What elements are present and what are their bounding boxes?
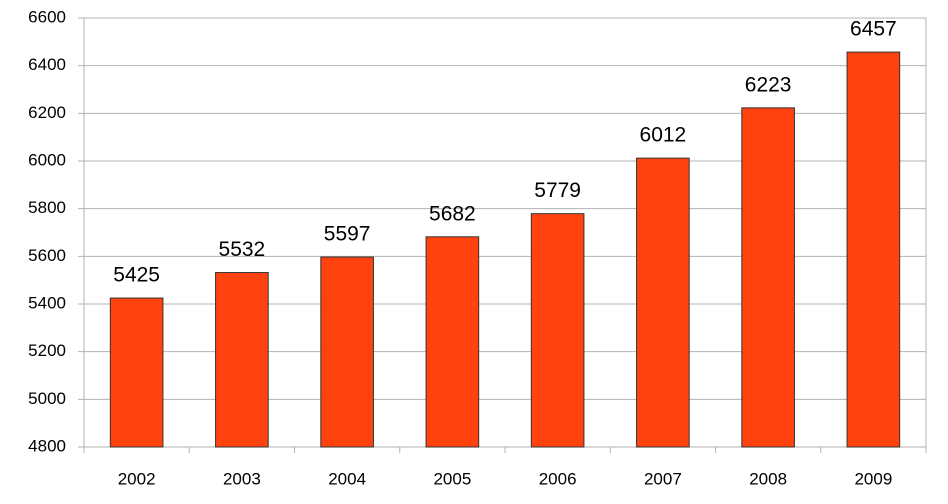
value-label: 6012 bbox=[640, 124, 687, 147]
y-tick-label: 6400 bbox=[28, 55, 66, 74]
bar bbox=[530, 213, 585, 448]
y-tick-label: 5400 bbox=[28, 293, 66, 312]
y-tick-label: 5200 bbox=[28, 341, 66, 360]
bar bbox=[846, 51, 901, 448]
value-label: 6223 bbox=[745, 73, 792, 96]
y-tick-label: 4800 bbox=[28, 436, 66, 455]
x-tick-label: 2002 bbox=[118, 469, 156, 488]
bar bbox=[109, 297, 164, 448]
value-label: 5779 bbox=[534, 179, 581, 202]
value-label: 5597 bbox=[324, 223, 371, 246]
bar bbox=[215, 272, 269, 448]
value-label: 5682 bbox=[429, 202, 476, 225]
y-tick-label: 5600 bbox=[28, 246, 66, 265]
y-tick-label: 6200 bbox=[28, 103, 66, 122]
y-tick-label: 6600 bbox=[28, 7, 66, 26]
x-tick-label: 2003 bbox=[223, 469, 261, 488]
value-label: 5532 bbox=[219, 238, 266, 261]
value-label: 6457 bbox=[850, 18, 897, 41]
y-tick-label: 6000 bbox=[28, 150, 66, 169]
y-tick-label: 5800 bbox=[28, 198, 66, 217]
bar bbox=[636, 157, 690, 448]
bar bbox=[425, 236, 480, 448]
x-tick-label: 2007 bbox=[644, 469, 682, 488]
x-tick-label: 2006 bbox=[539, 469, 577, 488]
x-tick-label: 2008 bbox=[749, 469, 787, 488]
plot-area bbox=[83, 17, 927, 448]
value-label: 5425 bbox=[113, 264, 160, 287]
x-tick-label: 2005 bbox=[433, 469, 471, 488]
bar bbox=[320, 256, 374, 448]
bar bbox=[741, 107, 795, 448]
y-tick-label: 5000 bbox=[28, 389, 66, 408]
x-tick-label: 2009 bbox=[854, 469, 892, 488]
x-tick-label: 2004 bbox=[328, 469, 366, 488]
